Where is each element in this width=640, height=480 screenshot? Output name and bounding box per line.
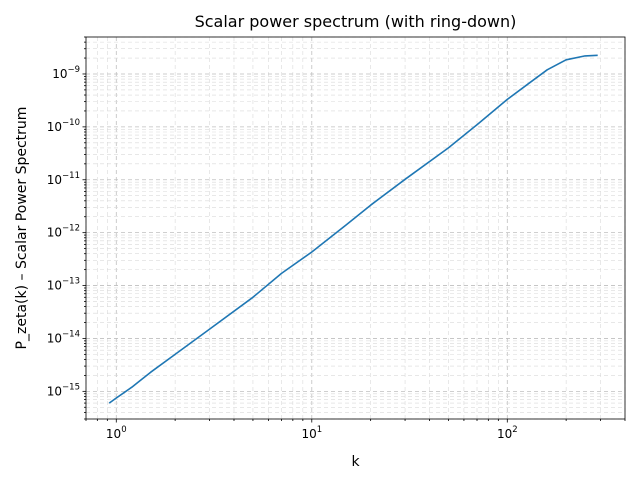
- y-axis-label: P_zeta(k) – Scalar Power Spectrum: [14, 107, 30, 350]
- y-tick-label: 10−10: [47, 118, 80, 134]
- y-tick-label: 10−13: [47, 277, 80, 293]
- ticks: 100 101 102 10−15 10−14 10−13 10−12 10−11 10−10 1…: [47, 36, 626, 441]
- x-tick-label: 101: [301, 425, 322, 441]
- plot-area: [108, 54, 598, 404]
- y-tick-label: 10−12: [47, 224, 80, 240]
- x-axis-label: k: [351, 454, 360, 470]
- series-line: [108, 54, 598, 404]
- x-tick-label: 102: [497, 425, 518, 441]
- y-tick-label: 10−9: [52, 65, 80, 81]
- y-tick-label: 10−15: [47, 382, 80, 398]
- y-tick-label: 10−14: [47, 329, 80, 345]
- axes-frame: [85, 36, 626, 420]
- chart-title: Scalar power spectrum (with ring-down): [195, 12, 517, 31]
- x-tick-label: 100: [106, 425, 127, 441]
- grid: [85, 36, 626, 420]
- y-tick-label: 10−11: [47, 171, 80, 187]
